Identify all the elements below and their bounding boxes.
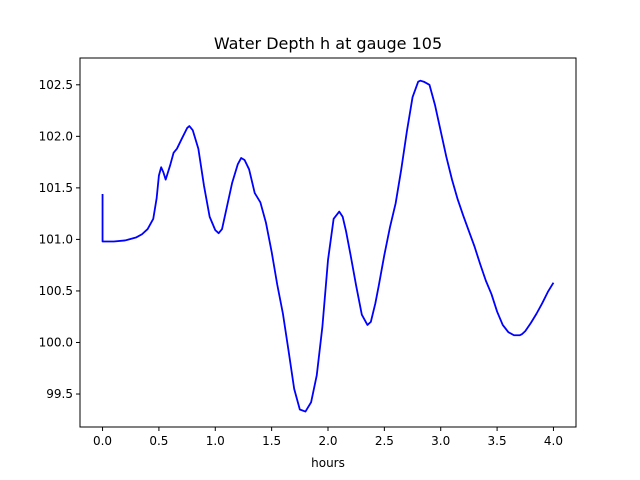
y-tick-label: 100.5 <box>39 284 73 298</box>
x-tick-label: 4.0 <box>544 434 563 448</box>
y-tick-label: 101.5 <box>39 181 73 195</box>
x-tick-label: 3.0 <box>431 434 450 448</box>
x-axis-label: hours <box>311 456 345 470</box>
y-tick-label: 102.5 <box>39 78 73 92</box>
y-tick-label: 100.0 <box>39 335 73 349</box>
x-tick-label: 2.0 <box>318 434 337 448</box>
x-tick-label: 0.5 <box>149 434 168 448</box>
y-tick-label: 99.5 <box>46 387 73 401</box>
x-tick-label: 1.0 <box>206 434 225 448</box>
chart-title: Water Depth h at gauge 105 <box>214 34 442 53</box>
x-tick-label: 3.5 <box>488 434 507 448</box>
x-tick-label: 1.5 <box>262 434 281 448</box>
y-axis: 99.5 100.0 100.5 101.0 101.5 102.0 102.5 <box>39 78 80 401</box>
water-depth-line <box>101 79 555 413</box>
y-tick-label: 101.0 <box>39 232 73 246</box>
x-tick-label: 0.0 <box>93 434 112 448</box>
x-axis: 0.0 0.5 1.0 1.5 2.0 2.5 3.0 3.5 4.0 <box>93 427 563 448</box>
y-tick-label: 102.0 <box>39 129 73 143</box>
x-tick-label: 2.5 <box>375 434 394 448</box>
